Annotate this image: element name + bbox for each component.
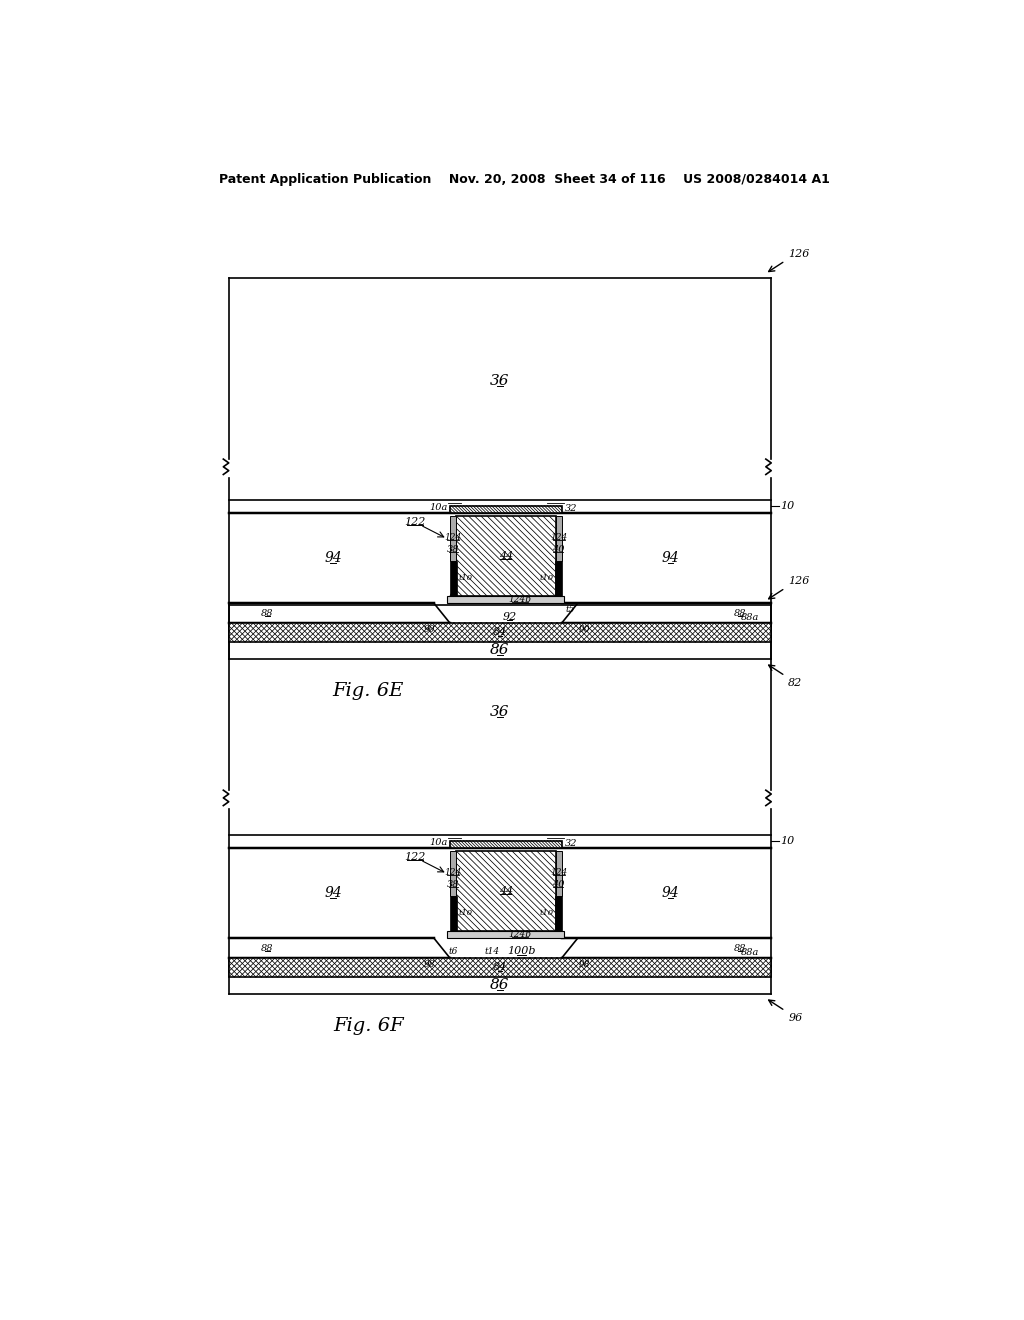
- Text: 122: 122: [404, 517, 425, 527]
- Text: 36: 36: [490, 705, 510, 719]
- Text: 90: 90: [424, 626, 435, 634]
- Text: 96: 96: [788, 1014, 803, 1023]
- Text: 10: 10: [780, 837, 795, 846]
- Text: 84: 84: [493, 627, 507, 638]
- Text: 40: 40: [552, 880, 564, 888]
- Text: 38: 38: [447, 545, 460, 554]
- Text: 82: 82: [788, 678, 803, 688]
- Text: t10: t10: [458, 909, 472, 917]
- Text: 88a: 88a: [741, 948, 760, 957]
- Bar: [228, 623, 771, 642]
- Bar: [228, 958, 771, 977]
- Text: 88a: 88a: [741, 612, 760, 622]
- Text: 44: 44: [499, 886, 513, 896]
- Text: 88: 88: [734, 944, 746, 953]
- Bar: [556, 516, 562, 561]
- Text: t10: t10: [458, 574, 472, 582]
- Text: 94: 94: [662, 550, 679, 565]
- Text: 126: 126: [788, 248, 810, 259]
- Bar: [450, 896, 457, 931]
- Text: 86: 86: [490, 643, 510, 656]
- Text: Fig. 6E: Fig. 6E: [333, 682, 403, 700]
- Text: 100b: 100b: [507, 946, 536, 957]
- Text: 124: 124: [444, 533, 462, 541]
- Text: 94: 94: [325, 886, 342, 900]
- Text: 86: 86: [490, 978, 510, 991]
- Text: 90: 90: [579, 626, 591, 634]
- Text: 10a: 10a: [430, 503, 449, 512]
- Text: 124b: 124b: [508, 931, 531, 939]
- Bar: [450, 516, 456, 561]
- Bar: [450, 561, 457, 595]
- Text: 88: 88: [261, 944, 273, 953]
- Text: 124: 124: [444, 867, 462, 876]
- Text: 36: 36: [490, 375, 510, 388]
- Text: 32: 32: [565, 840, 578, 849]
- Text: t13: t13: [449, 593, 463, 601]
- Text: 88: 88: [261, 609, 273, 618]
- Text: t14: t14: [484, 946, 500, 956]
- Text: 44: 44: [499, 552, 513, 561]
- Text: 88: 88: [734, 609, 746, 618]
- Text: 124: 124: [550, 867, 567, 876]
- Bar: [555, 896, 562, 931]
- Bar: [456, 516, 556, 595]
- Text: 124: 124: [550, 533, 567, 541]
- Bar: [456, 851, 556, 931]
- Bar: [447, 595, 564, 603]
- Text: 94: 94: [325, 550, 342, 565]
- Bar: [450, 841, 562, 849]
- Bar: [555, 561, 562, 595]
- Text: Fig. 6F: Fig. 6F: [333, 1016, 403, 1035]
- Text: t5: t5: [566, 605, 575, 614]
- Text: t10: t10: [540, 574, 554, 582]
- Bar: [450, 506, 562, 513]
- Text: 40: 40: [552, 545, 564, 554]
- Text: 10a: 10a: [430, 838, 449, 847]
- Text: 122: 122: [404, 851, 425, 862]
- Text: 84: 84: [493, 962, 507, 973]
- Text: 126: 126: [788, 576, 810, 586]
- Bar: [556, 851, 562, 896]
- Text: 92: 92: [503, 611, 517, 622]
- Bar: [450, 851, 456, 896]
- Text: 124b: 124b: [508, 595, 531, 605]
- Text: 98: 98: [579, 960, 591, 969]
- Text: 98: 98: [424, 960, 435, 969]
- Text: t10: t10: [540, 909, 554, 917]
- Text: 94: 94: [662, 886, 679, 900]
- Text: 10: 10: [780, 502, 795, 511]
- Bar: [447, 931, 564, 939]
- Text: t6: t6: [449, 946, 458, 956]
- Text: Patent Application Publication    Nov. 20, 2008  Sheet 34 of 116    US 2008/0284: Patent Application Publication Nov. 20, …: [219, 173, 830, 186]
- Text: 38: 38: [447, 880, 460, 888]
- Text: 32: 32: [565, 504, 578, 513]
